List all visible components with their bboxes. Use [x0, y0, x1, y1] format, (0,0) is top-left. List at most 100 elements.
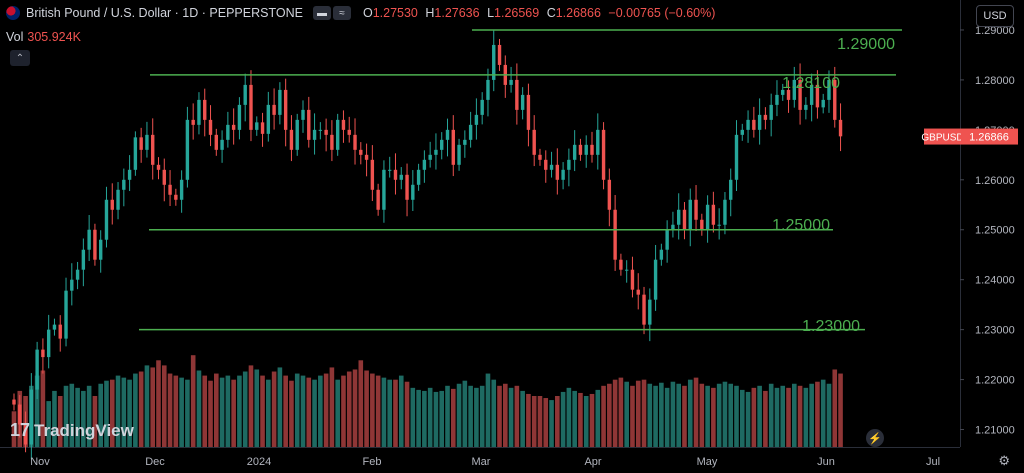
low-key: L — [487, 6, 495, 20]
candle-body — [515, 79, 519, 110]
symbol-title[interactable]: British Pound / U.S. Dollar · 1D · PEPPE… — [26, 6, 303, 20]
volume-bar — [693, 377, 699, 447]
volume-bar — [398, 375, 404, 447]
candle-body — [208, 119, 213, 135]
volume-bar — [711, 387, 716, 447]
candle-body — [168, 184, 172, 195]
candle-body — [700, 219, 704, 230]
volume-bar — [526, 393, 531, 447]
volume-bar — [716, 383, 722, 447]
volume-bar — [768, 383, 774, 447]
symbol-legend: British Pound / U.S. Dollar · 1D · PEPPE… — [6, 6, 715, 20]
candle-body — [781, 89, 785, 95]
candle-body — [29, 389, 34, 445]
volume-bar — [34, 375, 40, 447]
volume-bar — [433, 391, 439, 447]
volume-bar — [138, 371, 144, 447]
volume-bar — [271, 371, 277, 447]
candle-body — [648, 299, 652, 325]
candle-body — [81, 249, 86, 270]
candle-body — [93, 229, 97, 260]
volume-bar — [462, 380, 468, 447]
level-label: 1.28100 — [782, 75, 840, 92]
compare-icon[interactable]: ≈ — [332, 6, 351, 20]
volume-bar — [266, 379, 271, 447]
candle-body — [624, 269, 629, 271]
volume-bar — [797, 385, 803, 447]
volume-bar — [751, 387, 757, 447]
candle-body — [838, 119, 843, 137]
logo-text: TradingView — [34, 420, 134, 440]
candle-body — [659, 249, 664, 260]
volume-bar — [572, 390, 577, 447]
candlesticks — [12, 30, 843, 460]
volume-bar — [670, 381, 676, 447]
volume-bar — [312, 379, 317, 447]
lightning-icon[interactable]: ⚡ — [866, 429, 884, 447]
candle-body — [203, 99, 207, 120]
eye-toggle-icon[interactable]: ▬ — [312, 6, 331, 20]
candle-body — [746, 119, 750, 130]
close-value: 1.26866 — [555, 6, 601, 20]
candle-body — [723, 199, 727, 225]
candle-body — [809, 84, 814, 105]
volume-bar — [589, 393, 595, 447]
volume-bar — [624, 381, 629, 447]
volume-value: 305.924K — [27, 30, 81, 44]
candle-body — [833, 79, 837, 120]
currency-selector[interactable]: USD — [976, 5, 1014, 27]
volume-bar — [237, 375, 242, 447]
time-tick-label: Dec — [145, 456, 165, 468]
candle-body — [116, 189, 120, 210]
price-tick-label: 1.21000 — [975, 425, 1015, 437]
volume-bar — [786, 387, 791, 447]
candle-body — [283, 89, 288, 130]
volume-bar — [503, 383, 508, 447]
volume-bar — [566, 387, 572, 447]
candle-body — [711, 204, 716, 225]
volume-bar — [485, 373, 491, 447]
volume-bar — [11, 411, 17, 447]
volume-bar — [208, 380, 213, 447]
price-tick-label: 1.25000 — [975, 225, 1015, 237]
candle-body — [636, 289, 640, 295]
volume-bar — [635, 380, 641, 447]
last-price-tag: GBPUSD 1.26866 — [921, 128, 1018, 145]
volume-bar — [705, 385, 710, 447]
candle-body — [312, 129, 317, 140]
candle-body — [682, 209, 687, 230]
candle-body — [70, 279, 74, 291]
candle-body — [411, 184, 415, 200]
change-value: −0.00765 (−0.60%) — [608, 6, 716, 20]
volume-bar — [659, 382, 664, 447]
candle-body — [532, 129, 536, 155]
candle-body — [665, 229, 669, 250]
volume-bar — [630, 385, 635, 447]
candle-body — [382, 169, 386, 210]
collapse-legend-button[interactable]: ⌃ — [10, 50, 30, 66]
volume-bar — [375, 375, 381, 447]
volume-bar — [647, 383, 653, 447]
candle-body — [578, 144, 583, 155]
level-label: 1.23000 — [802, 318, 860, 335]
candle-body — [46, 329, 51, 358]
candle-body — [584, 144, 588, 155]
volume-bar — [520, 390, 525, 447]
tradingview-logo[interactable]: 17 TradingView — [10, 420, 134, 441]
candle-body — [769, 104, 773, 120]
volume-bar — [514, 385, 520, 447]
candle-body — [549, 164, 554, 170]
candle-body — [127, 169, 132, 180]
high-value: 1.27636 — [434, 6, 480, 20]
candle-body — [434, 149, 438, 155]
candle-body — [174, 194, 178, 200]
volume-bar — [537, 396, 543, 447]
volume-bar — [578, 392, 583, 447]
gear-icon[interactable]: ⚙ — [998, 453, 1010, 468]
volume-bar — [156, 360, 161, 447]
volume-bar — [358, 360, 364, 447]
volume-bar — [277, 367, 283, 447]
candle-body — [133, 137, 138, 170]
volume-bar — [607, 383, 612, 447]
